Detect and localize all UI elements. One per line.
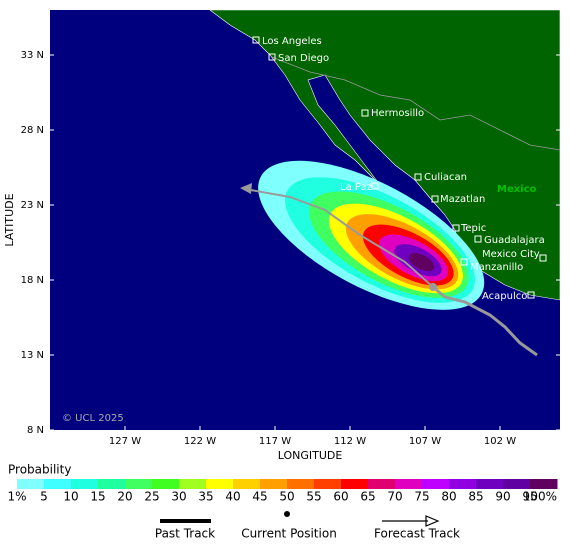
country-label: Mexico <box>497 184 537 195</box>
colorbar-cell <box>125 479 153 489</box>
city-marker <box>452 224 460 232</box>
colorbar-label: 35 <box>198 490 213 504</box>
lat-tick-label: 13 N <box>21 350 44 361</box>
border <box>271 56 560 151</box>
colorbar-cell <box>44 479 72 489</box>
colorbar-cell <box>152 479 180 489</box>
lat-tick-label: 33 N <box>21 50 44 61</box>
city-layer: Los Angeles San Diego Hermosillo La Paz Culi… <box>252 36 547 302</box>
colorbar-cell <box>17 479 45 489</box>
colorbar-label: 80 <box>441 490 456 504</box>
city-label: San Diego <box>278 53 329 64</box>
x-axis-label: LONGITUDE <box>278 449 343 462</box>
colorbar-cell <box>233 479 261 489</box>
swath-band <box>408 253 435 272</box>
colorbar-label: 30 <box>171 490 186 504</box>
city-label: Hermosillo <box>371 108 424 119</box>
lon-tick-label: 102 W <box>484 436 516 447</box>
colorbar-cell <box>341 479 369 489</box>
colorbar-cell <box>368 479 396 489</box>
legend-label: Current Position <box>241 527 337 541</box>
city-label: Manzanillo <box>470 262 523 273</box>
lat-tick-label: 18 N <box>21 275 44 286</box>
map-layer <box>209 10 560 357</box>
colorbar-label: 45 <box>252 490 267 504</box>
forecast-arrow <box>240 183 252 194</box>
colorbar-cell <box>287 479 315 489</box>
copyright: © UCL 2025 <box>62 413 124 424</box>
colorbar-cell <box>206 479 234 489</box>
lat-tick-label: 23 N <box>21 200 44 211</box>
lat-tick-label: 8 N <box>27 425 44 436</box>
city-label: Los Angeles <box>262 36 322 47</box>
past-track <box>432 285 538 357</box>
lon-tick-label: 117 W <box>259 436 291 447</box>
city-marker <box>431 195 439 203</box>
lon-tick-label: 112 W <box>334 436 366 447</box>
city-marker <box>474 235 482 243</box>
lon-tick-label: 127 W <box>109 436 141 447</box>
city-label: Mazatlan <box>440 194 485 205</box>
colorbar-label: 40 <box>225 490 240 504</box>
colorbar-cell <box>476 479 504 489</box>
colorbar-label: 95 <box>522 490 537 504</box>
city-marker <box>371 182 379 190</box>
city-marker <box>252 36 260 44</box>
colorbar-cell <box>314 479 342 489</box>
city-marker <box>268 53 276 61</box>
forecast-track <box>244 188 434 288</box>
forecast-arrow-sample <box>425 515 440 527</box>
city-marker <box>527 291 535 299</box>
colorbar-label: 25 <box>144 490 159 504</box>
city-label: La Paz <box>340 182 372 193</box>
lon-tick-label: 107 W <box>409 436 441 447</box>
colorbar-cell <box>449 479 477 489</box>
city-label: Acapulco <box>482 291 527 302</box>
legend-title: Probability <box>8 463 71 477</box>
colorbar-label: 75 <box>414 490 429 504</box>
city-marker <box>361 109 369 117</box>
colorbar-cell <box>260 479 288 489</box>
city-label: Mexico City <box>482 249 540 260</box>
colorbar-label: 55 <box>306 490 321 504</box>
colorbar-label: 90 <box>495 490 510 504</box>
city-marker <box>414 173 422 181</box>
colorbar-label: 10 <box>63 490 78 504</box>
colorbar-label: 50 <box>279 490 294 504</box>
city-label: Tepic <box>460 223 486 234</box>
colorbar-label: 15 <box>90 490 105 504</box>
colorbar-cell <box>530 479 558 489</box>
colorbar-cell <box>503 479 531 489</box>
colorbar-label: 20 <box>117 490 132 504</box>
lon-tick-label: 122 W <box>184 436 216 447</box>
city-marker <box>460 258 468 266</box>
colorbar-label: 70 <box>387 490 402 504</box>
colorbar-label: 65 <box>360 490 375 504</box>
legend-label: Past Track <box>155 527 215 541</box>
current-position-sample <box>284 511 290 517</box>
colorbar-label: 100% <box>523 490 557 504</box>
colorbar-cell <box>179 479 207 489</box>
colorbar-cell <box>71 479 99 489</box>
city-label: Guadalajara <box>484 235 545 246</box>
y-axis-label: LATITUDE <box>3 193 16 246</box>
current-position <box>429 283 437 291</box>
colorbar-label: 1% <box>7 490 26 504</box>
probability-swath <box>258 160 485 310</box>
colorbar-label: 60 <box>333 490 348 504</box>
colorbar-label: 5 <box>40 490 48 504</box>
lat-tick-label: 28 N <box>21 125 44 136</box>
city-label: Culiacan <box>424 172 467 183</box>
colorbar-label: 85 <box>468 490 483 504</box>
colorbar-cell <box>422 479 450 489</box>
legend-label: Forecast Track <box>374 527 460 541</box>
city-marker <box>539 254 547 262</box>
colorbar-cell <box>395 479 423 489</box>
colorbar-cell <box>98 479 126 489</box>
